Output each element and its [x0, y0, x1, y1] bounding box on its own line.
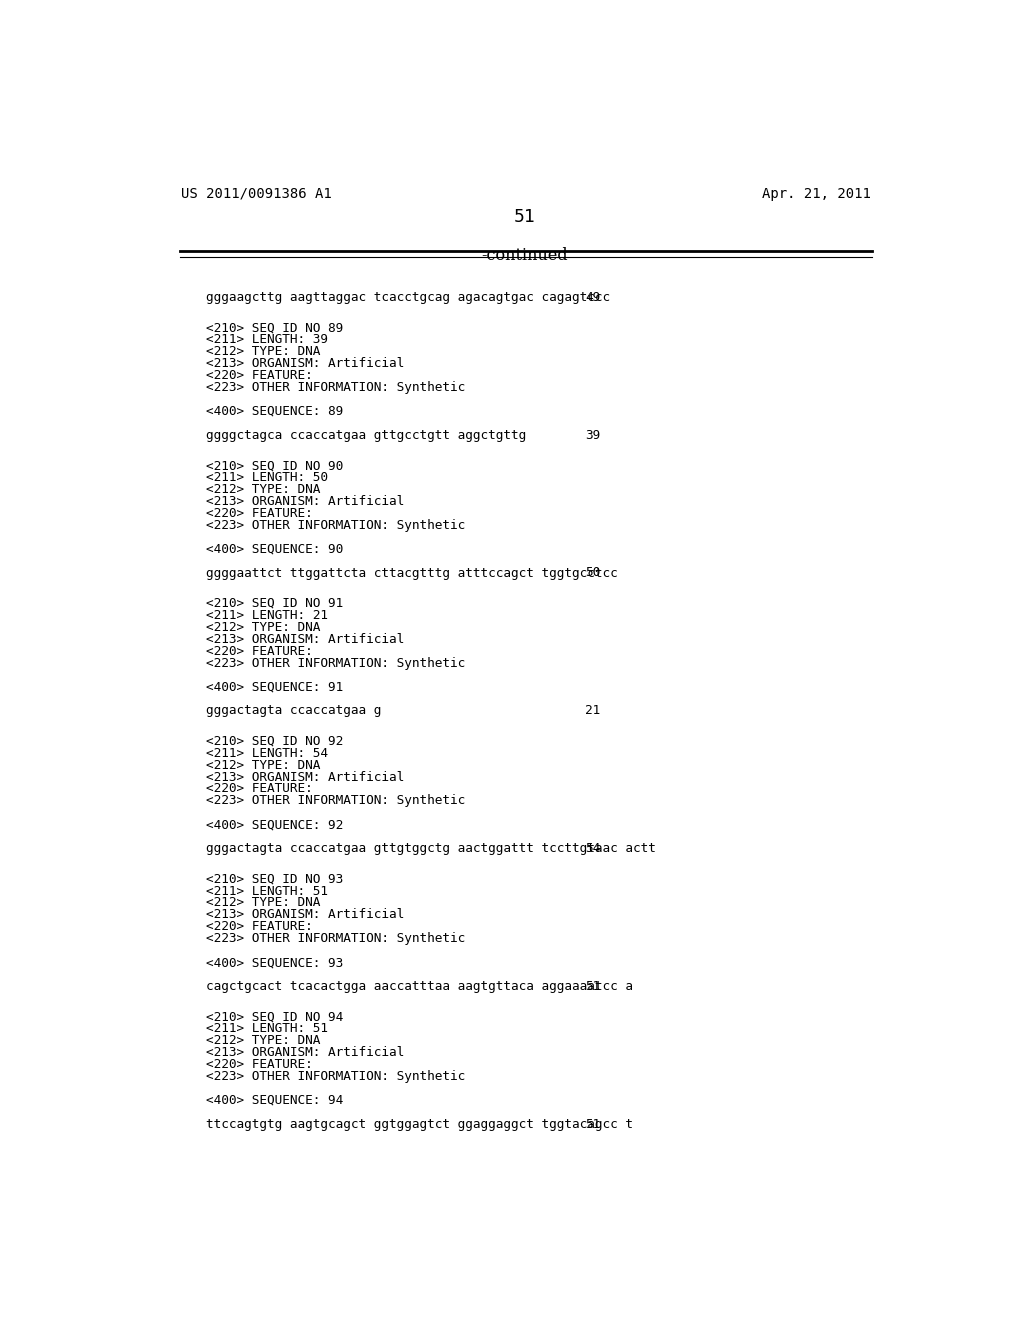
- Text: 39: 39: [586, 429, 600, 442]
- Text: <210> SEQ ID NO 90: <210> SEQ ID NO 90: [206, 459, 343, 473]
- Text: <212> TYPE: DNA: <212> TYPE: DNA: [206, 620, 319, 634]
- Text: <210> SEQ ID NO 92: <210> SEQ ID NO 92: [206, 735, 343, 747]
- Text: <212> TYPE: DNA: <212> TYPE: DNA: [206, 345, 319, 358]
- Text: <212> TYPE: DNA: <212> TYPE: DNA: [206, 759, 319, 772]
- Text: <213> ORGANISM: Artificial: <213> ORGANISM: Artificial: [206, 495, 403, 508]
- Text: gggactagta ccaccatgaa g: gggactagta ccaccatgaa g: [206, 705, 381, 717]
- Text: gggactagta ccaccatgaa gttgtggctg aactggattt tccttgtaac actt: gggactagta ccaccatgaa gttgtggctg aactgga…: [206, 842, 655, 855]
- Text: <223> OTHER INFORMATION: Synthetic: <223> OTHER INFORMATION: Synthetic: [206, 656, 465, 669]
- Text: <213> ORGANISM: Artificial: <213> ORGANISM: Artificial: [206, 358, 403, 370]
- Text: <400> SEQUENCE: 89: <400> SEQUENCE: 89: [206, 405, 343, 418]
- Text: <220> FEATURE:: <220> FEATURE:: [206, 644, 312, 657]
- Text: 54: 54: [586, 842, 600, 855]
- Text: <211> LENGTH: 39: <211> LENGTH: 39: [206, 333, 328, 346]
- Text: <212> TYPE: DNA: <212> TYPE: DNA: [206, 896, 319, 909]
- Text: <223> OTHER INFORMATION: Synthetic: <223> OTHER INFORMATION: Synthetic: [206, 1071, 465, 1084]
- Text: <211> LENGTH: 51: <211> LENGTH: 51: [206, 884, 328, 898]
- Text: US 2011/0091386 A1: US 2011/0091386 A1: [180, 187, 332, 201]
- Text: <400> SEQUENCE: 93: <400> SEQUENCE: 93: [206, 956, 343, 969]
- Text: 50: 50: [586, 566, 600, 579]
- Text: <220> FEATURE:: <220> FEATURE:: [206, 783, 312, 796]
- Text: <211> LENGTH: 54: <211> LENGTH: 54: [206, 747, 328, 760]
- Text: <213> ORGANISM: Artificial: <213> ORGANISM: Artificial: [206, 1047, 403, 1059]
- Text: 51: 51: [514, 209, 536, 227]
- Text: <211> LENGTH: 51: <211> LENGTH: 51: [206, 1022, 328, 1035]
- Text: <400> SEQUENCE: 91: <400> SEQUENCE: 91: [206, 681, 343, 693]
- Text: <220> FEATURE:: <220> FEATURE:: [206, 1059, 312, 1071]
- Text: 21: 21: [586, 705, 600, 717]
- Text: <213> ORGANISM: Artificial: <213> ORGANISM: Artificial: [206, 771, 403, 784]
- Text: <213> ORGANISM: Artificial: <213> ORGANISM: Artificial: [206, 908, 403, 921]
- Text: <211> LENGTH: 21: <211> LENGTH: 21: [206, 609, 328, 622]
- Text: <210> SEQ ID NO 93: <210> SEQ ID NO 93: [206, 873, 343, 886]
- Text: <223> OTHER INFORMATION: Synthetic: <223> OTHER INFORMATION: Synthetic: [206, 519, 465, 532]
- Text: ggggaattct ttggattcta cttacgtttg atttccagct tggtgcctcc: ggggaattct ttggattcta cttacgtttg atttcca…: [206, 566, 617, 579]
- Text: <223> OTHER INFORMATION: Synthetic: <223> OTHER INFORMATION: Synthetic: [206, 795, 465, 808]
- Text: <223> OTHER INFORMATION: Synthetic: <223> OTHER INFORMATION: Synthetic: [206, 932, 465, 945]
- Text: <210> SEQ ID NO 89: <210> SEQ ID NO 89: [206, 321, 343, 334]
- Text: <212> TYPE: DNA: <212> TYPE: DNA: [206, 483, 319, 496]
- Text: <211> LENGTH: 50: <211> LENGTH: 50: [206, 471, 328, 484]
- Text: 51: 51: [586, 979, 600, 993]
- Text: <220> FEATURE:: <220> FEATURE:: [206, 370, 312, 381]
- Text: <400> SEQUENCE: 94: <400> SEQUENCE: 94: [206, 1094, 343, 1107]
- Text: ggggctagca ccaccatgaa gttgcctgtt aggctgttg: ggggctagca ccaccatgaa gttgcctgtt aggctgt…: [206, 429, 525, 442]
- Text: ttccagtgtg aagtgcagct ggtggagtct ggaggaggct tggtacagcc t: ttccagtgtg aagtgcagct ggtggagtct ggaggag…: [206, 1118, 633, 1131]
- Text: <212> TYPE: DNA: <212> TYPE: DNA: [206, 1035, 319, 1047]
- Text: gggaagcttg aagttaggac tcacctgcag agacagtgac cagagtccc: gggaagcttg aagttaggac tcacctgcag agacagt…: [206, 290, 609, 304]
- Text: <213> ORGANISM: Artificial: <213> ORGANISM: Artificial: [206, 632, 403, 645]
- Text: <223> OTHER INFORMATION: Synthetic: <223> OTHER INFORMATION: Synthetic: [206, 381, 465, 393]
- Text: <220> FEATURE:: <220> FEATURE:: [206, 507, 312, 520]
- Text: cagctgcact tcacactgga aaccatttaa aagtgttaca aggaaaatcc a: cagctgcact tcacactgga aaccatttaa aagtgtt…: [206, 979, 633, 993]
- Text: 51: 51: [586, 1118, 600, 1131]
- Text: <400> SEQUENCE: 90: <400> SEQUENCE: 90: [206, 543, 343, 556]
- Text: Apr. 21, 2011: Apr. 21, 2011: [762, 187, 870, 201]
- Text: -continued: -continued: [481, 247, 568, 264]
- Text: 49: 49: [586, 290, 600, 304]
- Text: <210> SEQ ID NO 94: <210> SEQ ID NO 94: [206, 1010, 343, 1023]
- Text: <400> SEQUENCE: 92: <400> SEQUENCE: 92: [206, 818, 343, 832]
- Text: <210> SEQ ID NO 91: <210> SEQ ID NO 91: [206, 597, 343, 610]
- Text: <220> FEATURE:: <220> FEATURE:: [206, 920, 312, 933]
